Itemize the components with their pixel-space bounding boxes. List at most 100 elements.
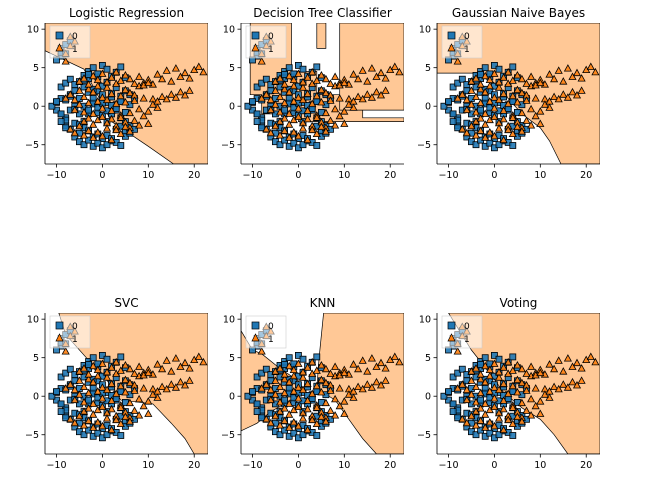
point-class-1: [499, 404, 508, 413]
point-class-1: [84, 84, 93, 93]
point-class-1: [294, 112, 303, 120]
point-class-1: [130, 406, 139, 414]
point-class-1: [372, 87, 381, 96]
point-class-1: [280, 84, 289, 93]
x-tick-label: 10: [534, 460, 546, 471]
x-tick-label: 20: [384, 460, 396, 471]
point-class-1: [266, 95, 275, 103]
point-class-1: [112, 357, 121, 366]
point-class-1: [285, 423, 294, 431]
point-class-1: [367, 383, 376, 391]
point-class-1: [471, 92, 481, 100]
point-class-1: [121, 375, 130, 383]
legend-label-0: 0: [464, 322, 470, 332]
point-class-1: [280, 98, 289, 107]
point-class-0: [313, 63, 321, 71]
point-class-1: [476, 374, 485, 383]
point-class-1: [531, 401, 540, 410]
point-class-1: [321, 417, 330, 425]
legend-marker-1: [447, 333, 456, 342]
point-class-1: [257, 347, 266, 355]
point-class-1: [390, 352, 399, 360]
point-class-0: [258, 369, 266, 377]
legend-marker-0: [447, 31, 456, 40]
point-class-1: [135, 104, 144, 113]
point-class-1: [289, 371, 298, 380]
point-class-1: [476, 370, 485, 378]
legend: 01: [245, 25, 287, 59]
point-class-1: [550, 74, 559, 83]
point-class-1: [527, 121, 536, 129]
point-class-1: [89, 410, 98, 418]
point-class-1: [312, 381, 321, 390]
point-class-1: [144, 368, 153, 377]
point-class-0: [458, 75, 466, 83]
point-class-1: [577, 74, 586, 82]
point-class-1: [303, 396, 312, 404]
point-class-0: [299, 65, 307, 73]
point-class-0: [495, 431, 503, 439]
point-class-1: [499, 106, 508, 114]
point-class-1: [321, 378, 330, 387]
point-class-1: [98, 93, 107, 101]
point-class-1: [294, 104, 303, 112]
point-class-1: [89, 87, 98, 96]
point-class-0: [262, 75, 270, 83]
point-class-1: [61, 94, 70, 102]
point-class-1: [467, 411, 476, 420]
point-class-1: [294, 402, 303, 410]
point-class-1: [481, 399, 490, 407]
y-tick-label: 5: [229, 63, 235, 74]
point-class-0: [57, 408, 65, 415]
point-class-1: [162, 356, 171, 364]
point-class-1: [326, 406, 335, 414]
point-class-1: [326, 386, 335, 394]
point-class-0: [440, 102, 448, 110]
point-class-1: [162, 94, 171, 103]
point-class-1: [531, 111, 540, 120]
point-class-0: [99, 352, 106, 359]
point-class-1: [363, 90, 372, 98]
point-class-0: [244, 392, 252, 400]
point-class-1: [285, 71, 294, 80]
legend-marker-1: [55, 43, 64, 52]
point-class-0: [281, 106, 288, 114]
point-class-0: [509, 63, 517, 71]
point-class-1: [490, 104, 499, 112]
legend-label-0: 0: [72, 32, 78, 42]
point-class-1: [453, 384, 462, 392]
point-class-1: [490, 359, 499, 367]
point-class-1: [508, 403, 517, 411]
point-class-1: [275, 131, 285, 139]
point-class-1: [112, 125, 121, 134]
point-class-1: [367, 354, 376, 362]
point-class-1: [504, 357, 513, 366]
point-class-1: [84, 370, 93, 378]
point-class-1: [508, 381, 517, 390]
point-class-1: [536, 119, 545, 127]
point-class-1: [158, 382, 167, 390]
point-class-0: [94, 429, 102, 437]
point-class-1: [280, 404, 289, 412]
point-class-1: [298, 414, 308, 422]
point-class-1: [591, 357, 600, 366]
point-class-1: [303, 404, 312, 413]
x-tick-label: 10: [338, 170, 350, 181]
point-class-1: [116, 113, 125, 121]
point-class-0: [57, 118, 65, 125]
point-class-1: [185, 376, 194, 384]
point-class-0: [276, 431, 284, 439]
x-tick-label: 20: [580, 170, 592, 181]
point-class-1: [471, 364, 481, 372]
point-class-1: [176, 87, 185, 96]
point-class-1: [527, 411, 536, 419]
point-class-1: [527, 394, 536, 403]
point-class-1: [504, 389, 513, 397]
point-class-1: [158, 92, 167, 100]
point-class-1: [121, 412, 130, 420]
point-class-1: [303, 114, 312, 123]
point-class-1: [476, 84, 485, 93]
y-tick-label: 0: [425, 102, 431, 113]
point-class-0: [66, 365, 74, 373]
